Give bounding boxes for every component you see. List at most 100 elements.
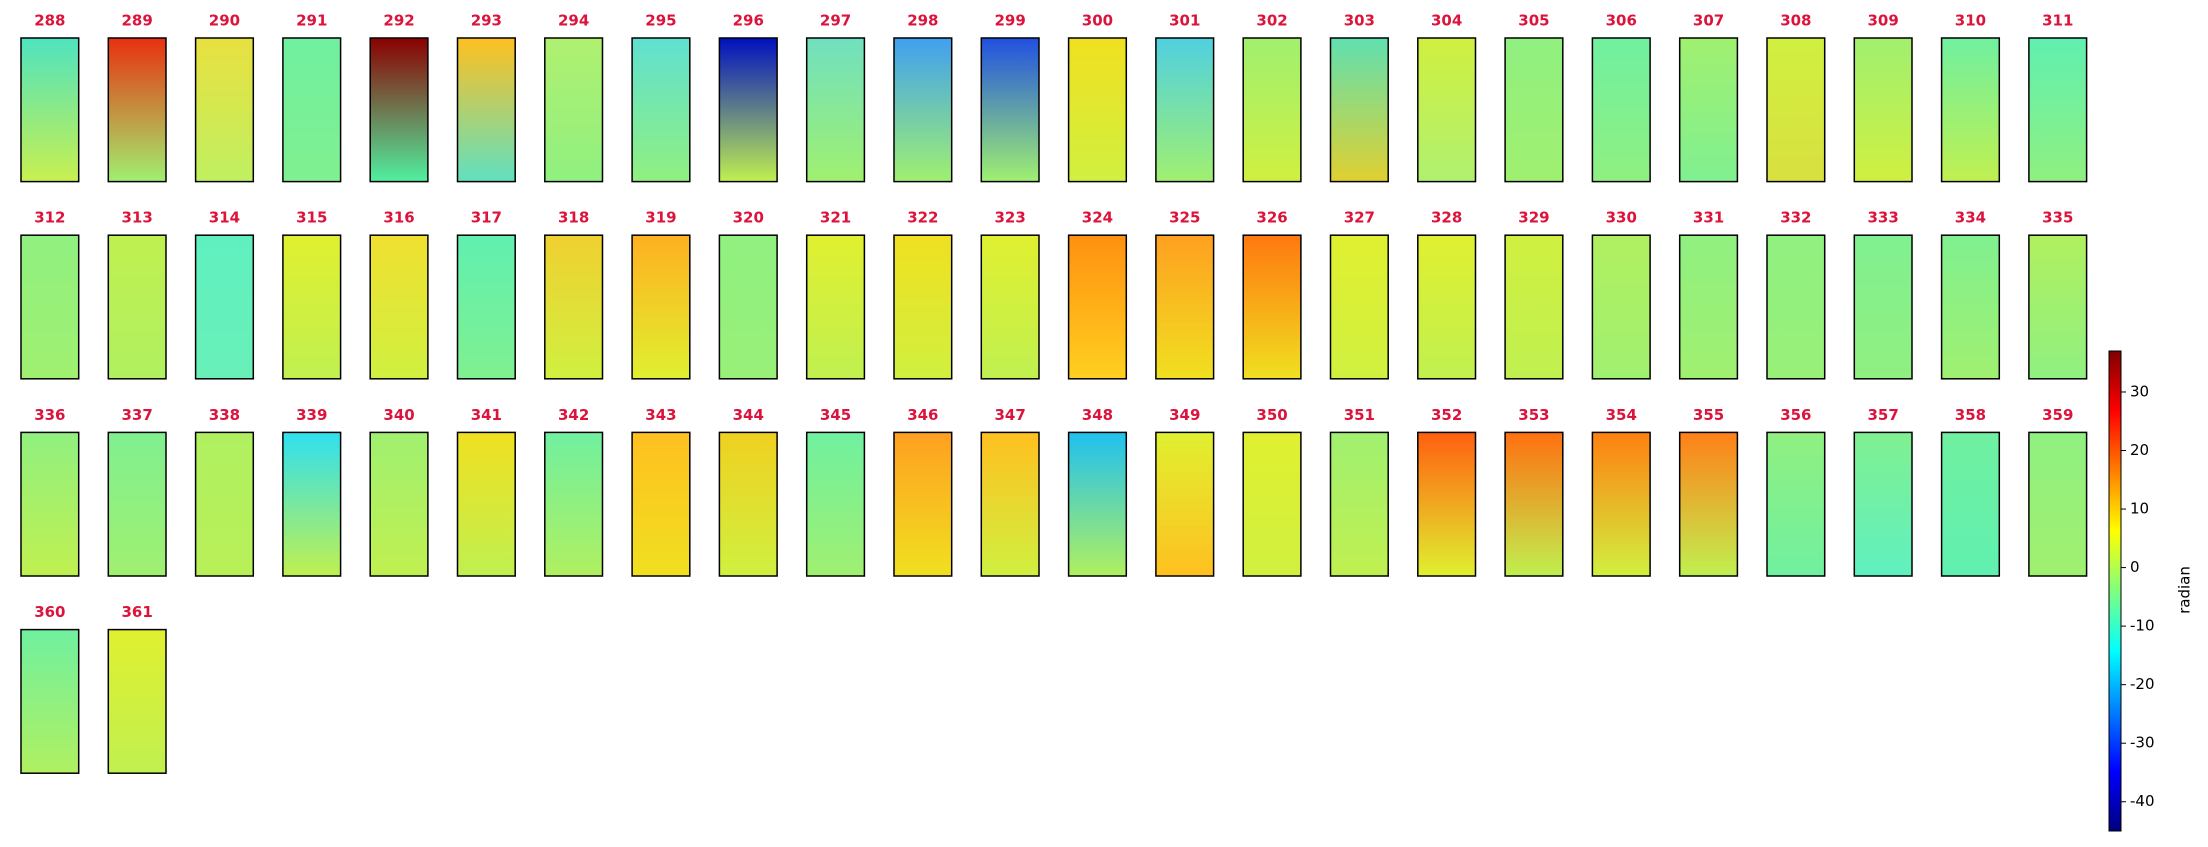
panel-image xyxy=(1242,431,1302,577)
panel-image xyxy=(1678,37,1739,183)
panel-title: 291 xyxy=(296,12,327,30)
panel-image xyxy=(20,628,80,774)
panel-title: 297 xyxy=(820,12,851,30)
panel-title: 325 xyxy=(1169,209,1200,227)
panel-image xyxy=(1504,431,1564,577)
panel-title: 315 xyxy=(296,209,327,227)
panel-title: 339 xyxy=(296,406,327,424)
panel-title: 304 xyxy=(1431,12,1462,30)
panel-image xyxy=(2028,37,2088,183)
panel-image xyxy=(2028,234,2088,380)
colorbar-tick-label: -10 xyxy=(2130,617,2155,635)
panel-title: 358 xyxy=(1955,406,1986,424)
panel-title: 290 xyxy=(209,12,240,30)
panel-image xyxy=(805,37,866,183)
panel-title: 292 xyxy=(383,12,414,30)
panel-image xyxy=(893,234,953,380)
colorbar-tick-label: -20 xyxy=(2130,675,2155,693)
panel-image xyxy=(1591,37,1651,183)
panel-image xyxy=(107,37,167,183)
panel-image xyxy=(718,234,778,380)
panel-image xyxy=(1853,37,1913,183)
panel-title: 314 xyxy=(209,209,240,227)
panel-title: 342 xyxy=(558,406,589,424)
panel-image xyxy=(1417,37,1477,183)
panel-title: 321 xyxy=(820,209,851,227)
panel-image xyxy=(1155,431,1215,577)
panel-title: 299 xyxy=(994,12,1025,30)
panel-image xyxy=(893,37,953,183)
panel-image xyxy=(369,234,429,380)
panel-title: 293 xyxy=(471,12,502,30)
panel-title: 307 xyxy=(1693,12,1724,30)
panel-image xyxy=(1329,234,1389,380)
panel-title: 298 xyxy=(907,12,938,30)
panel-title: 308 xyxy=(1780,12,1811,30)
panel-image xyxy=(1591,431,1651,577)
panel-image xyxy=(1417,234,1477,380)
panel-title: 347 xyxy=(994,406,1025,424)
panel-image xyxy=(194,431,255,577)
panel-image xyxy=(1853,234,1913,380)
panel-title: 302 xyxy=(1256,12,1287,30)
panel-title: 300 xyxy=(1082,12,1113,30)
panel-title: 306 xyxy=(1606,12,1637,30)
panel-title: 337 xyxy=(121,406,152,424)
colorbar-tick-label: 30 xyxy=(2130,382,2149,400)
panel-image xyxy=(1940,431,2001,577)
panel-image xyxy=(1766,37,1826,183)
panel-image xyxy=(107,628,167,774)
panel-title: 341 xyxy=(471,406,502,424)
panel-title: 355 xyxy=(1693,406,1724,424)
colorbar-tick-label: 20 xyxy=(2130,441,2149,459)
panel-image xyxy=(980,37,1040,183)
panel-title: 356 xyxy=(1780,406,1811,424)
panel-image xyxy=(1067,37,1128,183)
panel-image xyxy=(1329,431,1389,577)
panel-image xyxy=(631,37,691,183)
panel-image xyxy=(718,431,778,577)
panel-title: 360 xyxy=(34,603,65,621)
panel-title: 338 xyxy=(209,406,240,424)
panel-image xyxy=(282,234,342,380)
panel-image xyxy=(282,431,342,577)
panel-title: 318 xyxy=(558,209,589,227)
panel-title: 328 xyxy=(1431,209,1462,227)
panel-title: 295 xyxy=(645,12,676,30)
panel-title: 354 xyxy=(1606,406,1637,424)
colorbar-tick-label: -40 xyxy=(2130,792,2155,810)
panel-title: 324 xyxy=(1082,209,1113,227)
panel-title: 351 xyxy=(1344,406,1375,424)
panel-image xyxy=(1242,37,1302,183)
panel-title: 326 xyxy=(1256,209,1287,227)
panel-image xyxy=(1067,431,1128,577)
panel-title: 353 xyxy=(1518,406,1549,424)
panel-image xyxy=(456,234,516,380)
panel-title: 311 xyxy=(2042,12,2073,30)
panel-title: 350 xyxy=(1256,406,1287,424)
panel-image xyxy=(980,431,1040,577)
panel-image xyxy=(1329,37,1389,183)
panel-title: 359 xyxy=(2042,406,2073,424)
panel-title: 332 xyxy=(1780,209,1811,227)
panel-image xyxy=(1504,234,1564,380)
panel-image xyxy=(369,37,429,183)
panel-image xyxy=(1591,234,1651,380)
panel-title: 333 xyxy=(1867,209,1898,227)
panel-image xyxy=(805,431,866,577)
panel-image xyxy=(1504,37,1564,183)
panel-title: 294 xyxy=(558,12,589,30)
panel-image xyxy=(893,431,953,577)
panel-title: 322 xyxy=(907,209,938,227)
panel-title: 305 xyxy=(1518,12,1549,30)
panel-title: 323 xyxy=(994,209,1025,227)
panel-image xyxy=(718,37,778,183)
panel-image xyxy=(1766,431,1826,577)
panel-image xyxy=(194,234,255,380)
panel-title: 361 xyxy=(121,603,152,621)
panel-title: 316 xyxy=(383,209,414,227)
panel-title: 313 xyxy=(121,209,152,227)
colorbar-label: radian xyxy=(2176,566,2194,614)
panel-title: 329 xyxy=(1518,209,1549,227)
